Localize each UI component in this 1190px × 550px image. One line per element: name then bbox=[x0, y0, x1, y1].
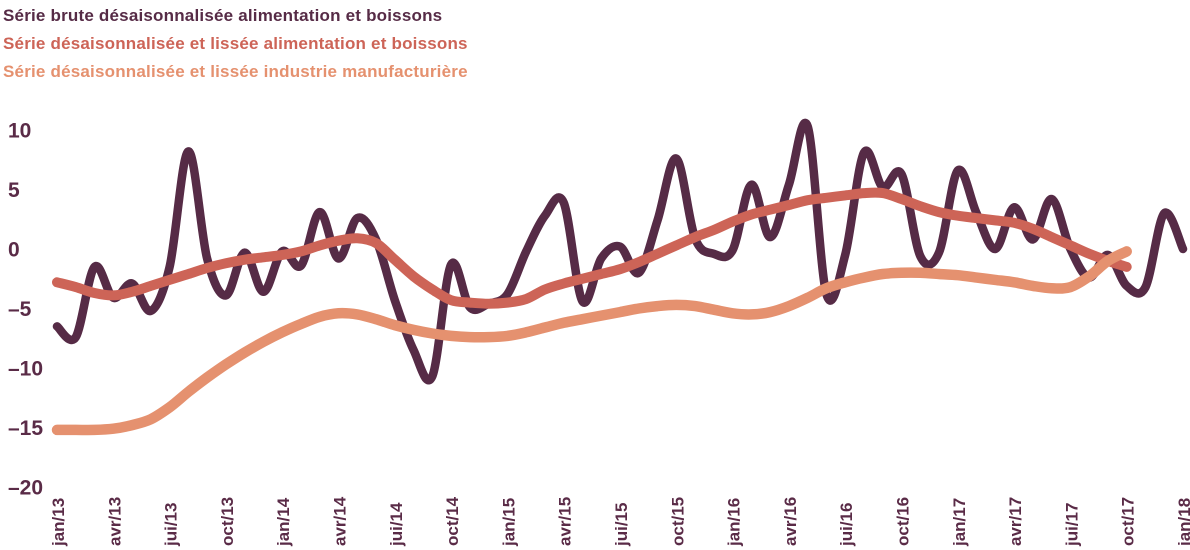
legend-item-serie-lissee-industrie: Série désaisonnalisée et lissée industri… bbox=[3, 62, 468, 81]
x-axis-tick-label: jan/13 bbox=[49, 498, 68, 547]
y-axis-tick-label: –20 bbox=[8, 477, 43, 500]
chart-series-line-2 bbox=[51, 246, 1132, 436]
x-axis-tick-label: jui/13 bbox=[162, 503, 181, 547]
x-axis-tick-label: jui/16 bbox=[837, 503, 856, 547]
x-axis-tick-label: avr/15 bbox=[556, 497, 575, 546]
x-axis-tick-label: avr/13 bbox=[105, 497, 124, 546]
x-axis-tick-label: jan/16 bbox=[725, 498, 744, 547]
x-axis-tick-label: jan/17 bbox=[950, 498, 969, 547]
legend-item-serie-brute-alimentation: Série brute désaisonnalisée alimentation… bbox=[3, 6, 443, 25]
x-axis-tick-label: avr/14 bbox=[331, 496, 350, 546]
x-axis-tick-label: jui/14 bbox=[387, 502, 406, 547]
y-axis-tick-label: –5 bbox=[8, 298, 32, 321]
x-axis-tick-label: oct/13 bbox=[218, 497, 237, 546]
chart-legend: Série brute désaisonnalisée alimentation… bbox=[3, 2, 468, 86]
x-axis-tick-label: jui/15 bbox=[612, 503, 631, 547]
x-axis-tick-label: avr/16 bbox=[781, 497, 800, 546]
x-axis-tick-label: oct/15 bbox=[668, 497, 687, 546]
x-axis-tick-label: avr/17 bbox=[1006, 497, 1025, 546]
x-axis-tick-label: jui/17 bbox=[1062, 503, 1081, 547]
y-axis-tick-label: 10 bbox=[8, 120, 31, 143]
chart-series-line-1 bbox=[52, 187, 1132, 309]
y-axis-tick-label: –15 bbox=[8, 417, 43, 440]
x-axis-tick-label: jan/18 bbox=[1175, 498, 1190, 547]
y-axis-tick-label: 5 bbox=[8, 179, 20, 202]
chart-series-line-0 bbox=[52, 118, 1188, 385]
legend-item-serie-lissee-alimentation: Série désaisonnalisée et lissée alimenta… bbox=[3, 34, 468, 53]
y-axis-tick-label: –10 bbox=[8, 358, 43, 381]
x-axis-tick-label: oct/17 bbox=[1119, 497, 1138, 546]
x-axis-tick-label: oct/14 bbox=[443, 496, 462, 546]
y-axis-tick-label: 0 bbox=[8, 239, 20, 262]
x-axis-tick-label: jan/14 bbox=[274, 497, 293, 547]
x-axis-tick-label: oct/16 bbox=[894, 497, 913, 546]
x-axis-tick-label: jan/15 bbox=[499, 498, 518, 547]
